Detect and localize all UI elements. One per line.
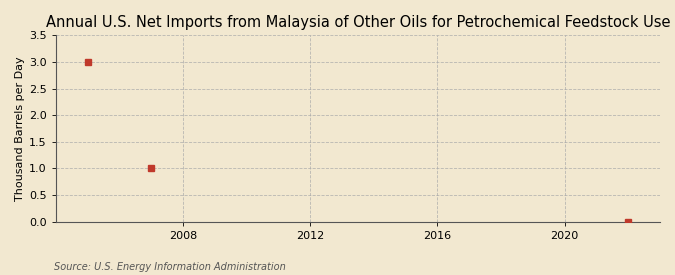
Text: Source: U.S. Energy Information Administration: Source: U.S. Energy Information Administ…	[54, 262, 286, 272]
Y-axis label: Thousand Barrels per Day: Thousand Barrels per Day	[15, 56, 25, 201]
Title: Annual U.S. Net Imports from Malaysia of Other Oils for Petrochemical Feedstock : Annual U.S. Net Imports from Malaysia of…	[46, 15, 670, 30]
